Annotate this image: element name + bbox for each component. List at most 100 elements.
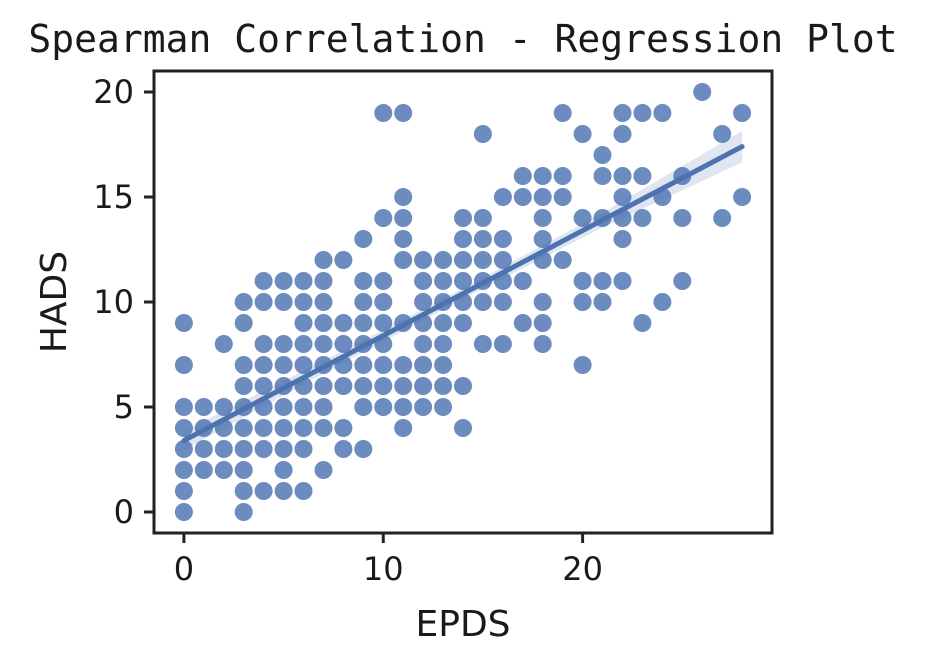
data-point <box>174 398 193 416</box>
data-point <box>174 461 193 479</box>
data-point <box>314 314 333 332</box>
data-point <box>374 272 393 290</box>
data-point <box>214 461 233 479</box>
y-axis-label: HADS <box>34 251 75 353</box>
data-point <box>254 377 273 395</box>
chart-title: Spearman Correlation - Regression Plot <box>28 17 897 61</box>
x-tick-label: 20 <box>562 550 603 588</box>
data-point <box>194 461 213 479</box>
data-point <box>434 377 453 395</box>
data-point <box>414 293 433 311</box>
data-point <box>314 293 333 311</box>
data-point <box>334 440 353 458</box>
data-point <box>274 356 293 374</box>
data-point <box>653 293 672 311</box>
data-point <box>493 188 512 206</box>
data-point <box>234 377 253 395</box>
data-point <box>414 272 433 290</box>
data-point <box>414 251 433 269</box>
data-point <box>274 398 293 416</box>
x-tick-label: 10 <box>363 550 404 588</box>
data-point <box>473 230 492 248</box>
data-point <box>473 209 492 227</box>
data-point <box>374 377 393 395</box>
data-point <box>673 272 692 290</box>
data-point <box>653 104 672 122</box>
data-point <box>274 461 293 479</box>
data-point <box>294 482 313 500</box>
data-point <box>394 230 413 248</box>
data-point <box>334 251 353 269</box>
data-point <box>174 419 193 437</box>
data-point <box>553 251 572 269</box>
data-point <box>254 335 273 353</box>
data-point <box>274 419 293 437</box>
data-point <box>533 230 552 248</box>
data-point <box>673 209 692 227</box>
data-point <box>334 335 353 353</box>
data-point <box>613 104 632 122</box>
data-point <box>434 251 453 269</box>
data-point <box>573 356 592 374</box>
data-point <box>533 188 552 206</box>
data-point <box>613 272 632 290</box>
data-points <box>174 83 752 521</box>
data-point <box>513 167 532 185</box>
data-point <box>274 293 293 311</box>
data-point <box>473 335 492 353</box>
data-point <box>414 377 433 395</box>
data-point <box>294 335 313 353</box>
y-tick-label: 15 <box>93 178 134 216</box>
data-point <box>294 419 313 437</box>
data-point <box>174 482 193 500</box>
y-tick-label: 10 <box>93 283 134 321</box>
data-point <box>434 398 453 416</box>
data-point <box>294 440 313 458</box>
data-point <box>513 272 532 290</box>
data-point <box>234 293 253 311</box>
data-point <box>733 104 752 122</box>
data-point <box>374 314 393 332</box>
data-point <box>454 272 472 290</box>
y-tick-label: 5 <box>114 388 134 426</box>
data-point <box>533 209 552 227</box>
data-point <box>573 125 592 143</box>
data-point <box>493 293 512 311</box>
data-point <box>214 440 233 458</box>
data-point <box>314 335 333 353</box>
data-point <box>454 377 472 395</box>
x-tick-label: 0 <box>174 550 194 588</box>
data-point <box>394 398 413 416</box>
data-point <box>414 335 433 353</box>
y-tick-label: 20 <box>93 73 134 111</box>
data-point <box>394 188 413 206</box>
data-point <box>394 356 413 374</box>
data-point <box>633 104 652 122</box>
data-point <box>473 293 492 311</box>
data-point <box>234 356 253 374</box>
data-point <box>374 293 393 311</box>
data-point <box>613 125 632 143</box>
data-point <box>533 167 552 185</box>
data-point <box>633 167 652 185</box>
data-point <box>573 272 592 290</box>
data-point <box>174 440 193 458</box>
data-point <box>314 272 333 290</box>
data-point <box>454 251 472 269</box>
data-point <box>454 419 472 437</box>
data-point <box>314 461 333 479</box>
data-point <box>174 356 193 374</box>
data-point <box>374 104 393 122</box>
data-point <box>274 440 293 458</box>
data-point <box>354 293 373 311</box>
data-point <box>473 125 492 143</box>
data-point <box>234 314 253 332</box>
data-point <box>593 272 612 290</box>
data-point <box>434 356 453 374</box>
data-point <box>334 314 353 332</box>
data-point <box>493 230 512 248</box>
data-point <box>234 440 253 458</box>
data-point <box>254 440 273 458</box>
data-point <box>493 251 512 269</box>
